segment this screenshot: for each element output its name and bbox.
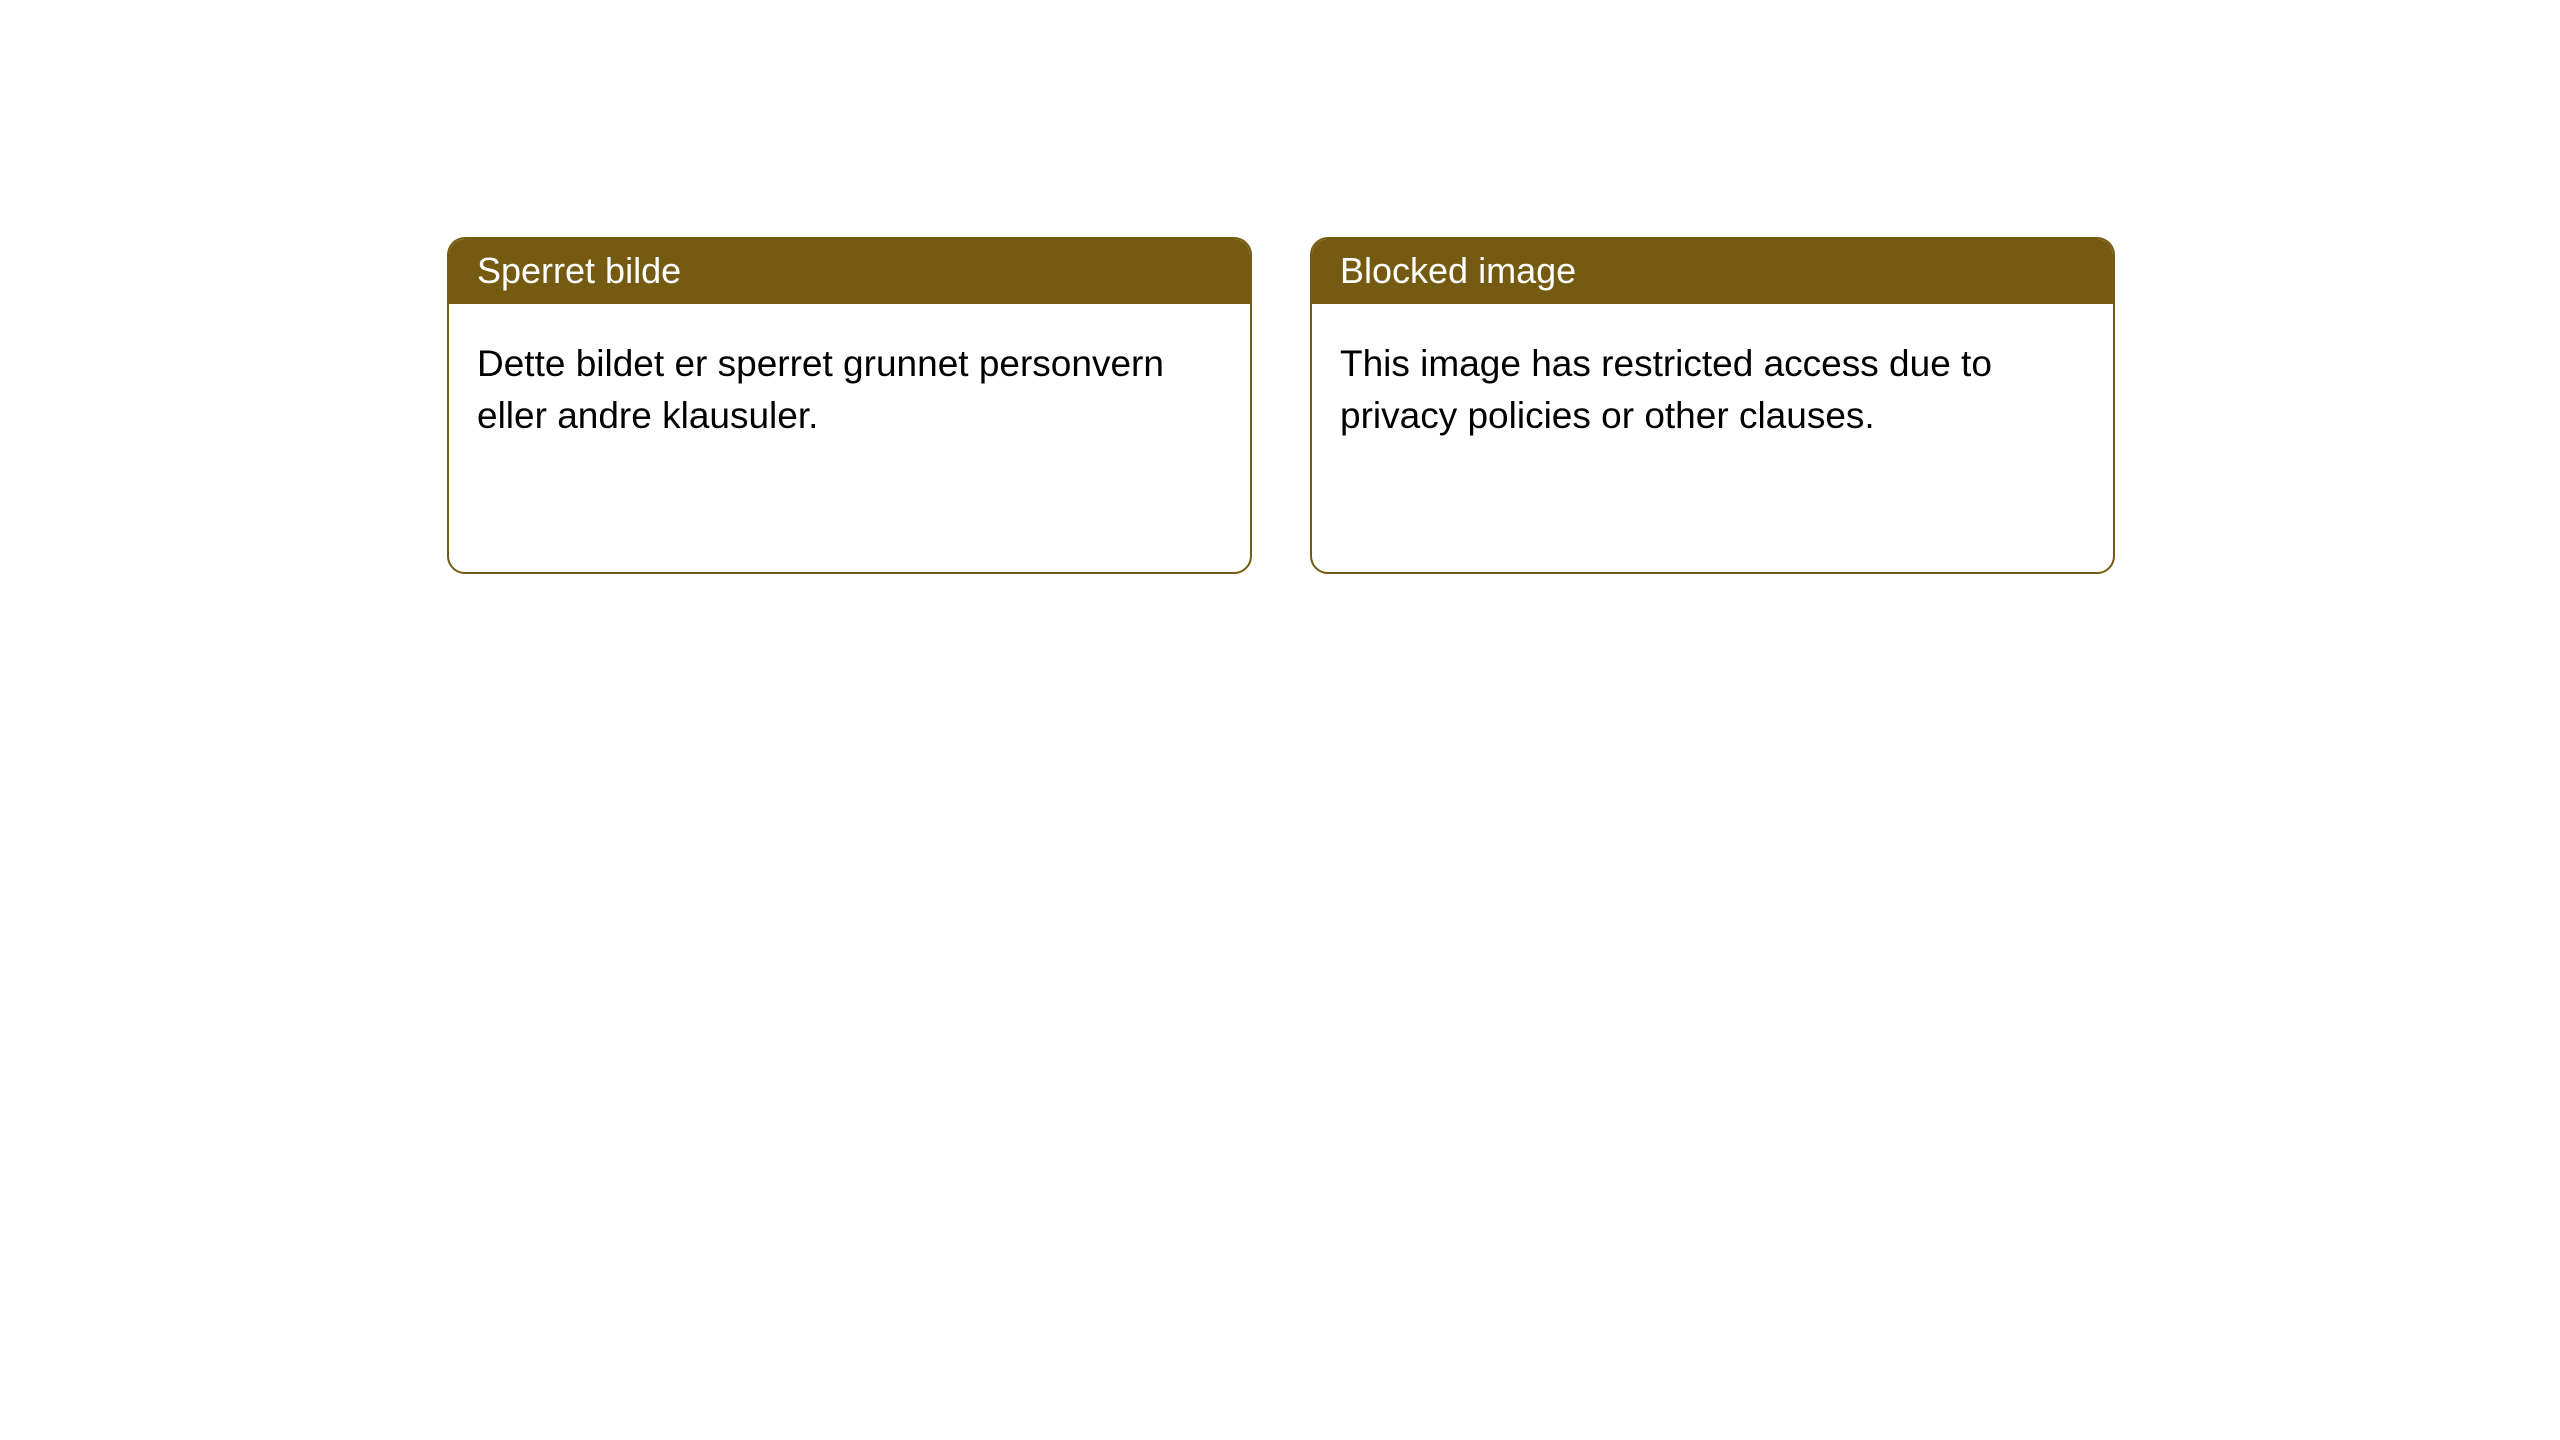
notice-title: Blocked image [1312,239,2113,304]
notice-container: Sperret bilde Dette bildet er sperret gr… [447,237,2115,574]
notice-title: Sperret bilde [449,239,1250,304]
notice-card-norwegian: Sperret bilde Dette bildet er sperret gr… [447,237,1252,574]
notice-body: Dette bildet er sperret grunnet personve… [449,304,1250,476]
notice-body: This image has restricted access due to … [1312,304,2113,476]
notice-card-english: Blocked image This image has restricted … [1310,237,2115,574]
